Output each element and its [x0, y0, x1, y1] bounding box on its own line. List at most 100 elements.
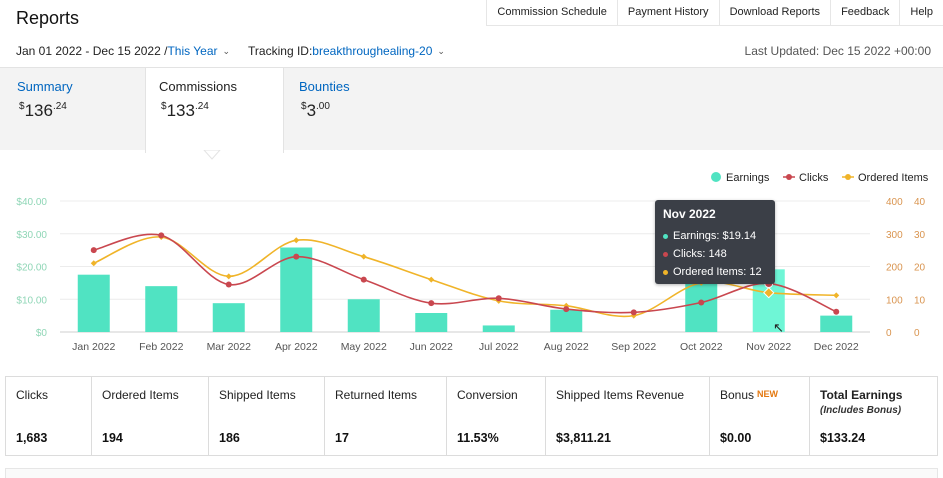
- earnings-bar: [280, 247, 313, 332]
- chart-tooltip: Nov 2022 Earnings: $19.14 Clicks: 148 Or…: [655, 200, 775, 284]
- legend-marker: [711, 172, 721, 182]
- x-axis-label: Nov 2022: [746, 341, 791, 353]
- left-axis-tick: $30.00: [16, 230, 47, 241]
- earnings-bar: [145, 286, 178, 332]
- stat-shipped-items: Shipped Items 186: [209, 377, 325, 455]
- x-axis-label: Oct 2022: [680, 341, 723, 353]
- legend-marker: [845, 174, 851, 180]
- clicks-point: [698, 299, 705, 306]
- x-axis-label: May 2022: [341, 341, 387, 353]
- amount-cents: .00: [316, 101, 330, 112]
- stat-bonus: Bonus NEW $0.00: [710, 377, 810, 455]
- nav-download-reports[interactable]: Download Reports: [718, 0, 831, 26]
- stat-conversion: Conversion 11.53%: [447, 377, 546, 455]
- stat-value: 186: [219, 431, 240, 445]
- amount-whole: 133: [166, 101, 195, 120]
- amount-cents: .24: [194, 101, 209, 112]
- earnings-dot-icon: [663, 233, 668, 239]
- stat-label: Total Earnings: [820, 388, 903, 402]
- currency-symbol: $: [19, 101, 25, 112]
- x-axis-label: Jun 2022: [410, 341, 453, 353]
- right-axis-tick-secondary: 20: [914, 263, 926, 274]
- nav-help[interactable]: Help: [899, 0, 943, 26]
- tab-bounties[interactable]: Bounties $3.00: [299, 68, 409, 151]
- left-axis-tick: $0: [36, 328, 48, 339]
- right-axis-tick: 100: [886, 295, 903, 306]
- earnings-bar: [212, 303, 245, 332]
- tooltip-ordered-items: Ordered Items: 12: [673, 266, 762, 278]
- stat-ordered-items: Ordered Items 194: [92, 377, 209, 455]
- page-title: Reports: [16, 8, 80, 28]
- clicks-point: [90, 247, 97, 254]
- stat-label: Returned Items: [335, 388, 418, 402]
- x-axis-label: Jul 2022: [479, 341, 519, 353]
- earnings-bar: [77, 274, 110, 332]
- report-tabs: Summary $136.24 Commissions $133.24 Boun…: [0, 67, 943, 153]
- period-dropdown[interactable]: This Year: [167, 44, 218, 58]
- x-axis-label: Aug 2022: [544, 341, 589, 353]
- earnings-bar: [347, 299, 380, 332]
- stat-value: 194: [102, 431, 123, 445]
- tab-summary[interactable]: Summary $136.24: [17, 68, 127, 151]
- tracking-id-dropdown[interactable]: breakthroughealing-20: [312, 44, 433, 58]
- amount-whole: 3: [306, 101, 317, 120]
- right-axis-tick-secondary: 0: [914, 328, 920, 339]
- tab-commissions[interactable]: Commissions $133.24: [145, 68, 284, 153]
- clicks-point: [225, 281, 232, 288]
- clicks-point: [293, 253, 300, 260]
- tooltip-clicks-row: Clicks: 148: [663, 245, 767, 263]
- tab-summary-label: Summary: [17, 79, 73, 94]
- commissions-amount: $133.24: [161, 101, 209, 121]
- right-axis-tick: 200: [886, 263, 903, 274]
- tooltip-ordered-row: Ordered Items: 12: [663, 263, 767, 281]
- x-axis-label: Jan 2022: [72, 341, 115, 353]
- earnings-bar: [550, 309, 583, 332]
- stat-label: Clicks: [16, 388, 48, 402]
- ordered-dot-icon: [663, 269, 668, 275]
- left-axis-tick: $20.00: [16, 263, 47, 274]
- stat-clicks: Clicks 1,683: [6, 377, 92, 455]
- commissions-chart: $0 $10.00 $20.00 $30.00 $40.00 0 100 200 300 400 0…: [0, 150, 943, 372]
- summary-amount: $136.24: [19, 101, 67, 121]
- stat-total-earnings: Total Earnings (Includes Bonus) $133.24: [810, 377, 937, 455]
- right-axis-tick-secondary: 10: [914, 295, 926, 306]
- amount-whole: 136: [24, 101, 53, 120]
- right-axis-tick: 300: [886, 230, 903, 241]
- tab-commissions-label: Commissions: [159, 79, 238, 94]
- ordered-items-point: [225, 273, 232, 280]
- nav-feedback[interactable]: Feedback: [830, 0, 900, 26]
- right-axis-tick: 0: [886, 328, 892, 339]
- right-axis-tick: 400: [886, 197, 903, 208]
- chevron-down-icon[interactable]: ⌄: [437, 45, 445, 56]
- clicks-point: [495, 295, 502, 302]
- bounties-amount: $3.00: [301, 101, 330, 121]
- stat-sublabel: (Includes Bonus): [820, 405, 902, 416]
- nav-commission-schedule[interactable]: Commission Schedule: [486, 0, 617, 26]
- stats-bar: Clicks 1,683 Ordered Items 194 Shipped I…: [5, 376, 938, 456]
- chevron-down-icon[interactable]: ⌄: [222, 45, 231, 56]
- stat-shipped-revenue: Shipped Items Revenue $3,811.21: [546, 377, 710, 455]
- x-axis-label: Feb 2022: [139, 341, 184, 353]
- stat-label: Ordered Items: [102, 388, 179, 402]
- bonus-label: Bonus: [720, 388, 755, 402]
- tooltip-earnings-row: Earnings: $19.14: [663, 227, 767, 245]
- stat-returned-items: Returned Items 17: [325, 377, 447, 455]
- x-axis-label: Apr 2022: [275, 341, 318, 353]
- stat-value: 1,683: [16, 431, 48, 445]
- left-axis-tick: $40.00: [16, 197, 47, 208]
- right-axis-tick-secondary: 30: [914, 230, 926, 241]
- clicks-point: [833, 308, 840, 315]
- clicks-point: [360, 276, 367, 283]
- tooltip-title: Nov 2022: [663, 207, 716, 221]
- earnings-bar: [415, 313, 448, 332]
- stat-label: Shipped Items Revenue: [556, 388, 685, 402]
- earnings-bar: [482, 325, 515, 332]
- nav-payment-history[interactable]: Payment History: [616, 0, 719, 26]
- clicks-point: [630, 309, 637, 316]
- legend-marker: [786, 174, 792, 180]
- chart-svg: $0 $10.00 $20.00 $30.00 $40.00 0 100 200 300 400 0…: [16, 150, 929, 353]
- ordered-items-point: [360, 253, 367, 260]
- stat-value: 17: [335, 431, 349, 445]
- new-badge: NEW: [757, 389, 779, 399]
- tooltip-earnings: Earnings: $19.14: [673, 230, 757, 242]
